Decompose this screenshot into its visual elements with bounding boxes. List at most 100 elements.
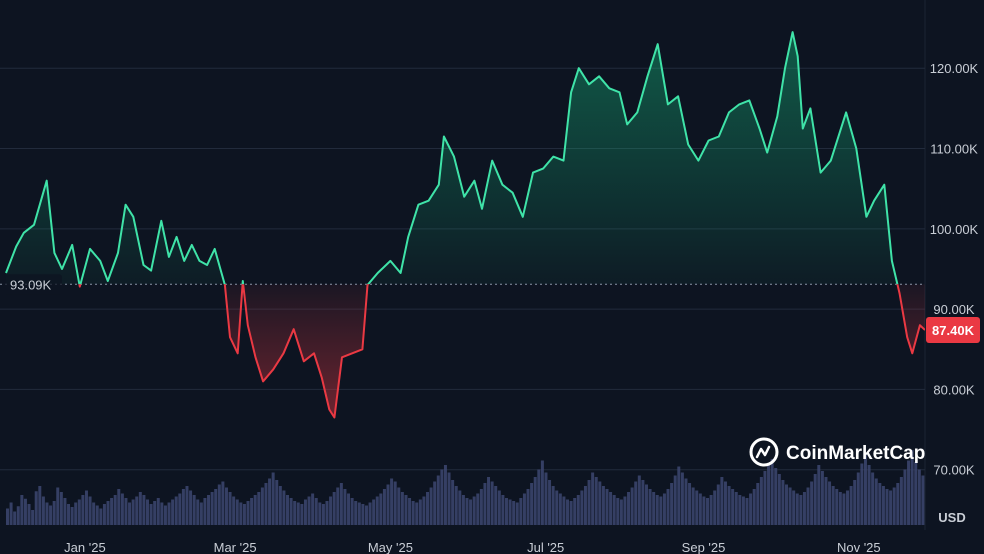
volume-bar: [601, 486, 605, 525]
volume-bar: [31, 510, 35, 525]
volume-bar: [408, 498, 412, 525]
volume-bar: [745, 498, 749, 525]
volume-bar: [375, 496, 379, 525]
volume-bar: [146, 499, 149, 525]
volume-bar: [914, 462, 918, 525]
volume-bar: [67, 504, 71, 525]
volume-bar: [49, 505, 53, 525]
volume-bar: [863, 453, 867, 525]
volume-bar: [853, 480, 857, 525]
volume-bar: [842, 493, 846, 525]
x-tick-label: Sep '25: [682, 540, 726, 554]
volume-bar: [386, 484, 390, 525]
baseline-label: 93.09K: [10, 277, 52, 292]
volume-bar: [846, 490, 850, 525]
volume-bar: [706, 498, 710, 525]
volume-bar: [476, 493, 480, 525]
volume-bar: [142, 495, 146, 525]
volume-bar: [372, 499, 376, 525]
volume-bar: [910, 450, 914, 525]
volume-bar: [727, 486, 731, 525]
volume-bar: [483, 483, 487, 525]
volume-bar: [806, 487, 810, 525]
volume-bar: [443, 465, 447, 525]
volume-bar: [135, 496, 139, 525]
volume-bar: [627, 492, 631, 525]
volume-bar: [314, 498, 318, 525]
volume-bar: [497, 490, 501, 525]
volume-bar: [59, 492, 63, 525]
volume-bar: [81, 495, 85, 525]
volume-bar: [802, 492, 806, 525]
volume-bar: [368, 502, 372, 525]
volume-bar: [691, 487, 695, 525]
volume-bar: [13, 511, 17, 525]
volume-bar: [361, 504, 365, 525]
coinmarketcap-logo: CoinMarketCap: [749, 437, 925, 467]
volume-bar: [429, 487, 433, 525]
y-tick-label: 80.00K: [933, 382, 975, 397]
volume-bar: [548, 480, 552, 525]
volume-bar: [415, 502, 419, 525]
volume-bar: [856, 472, 860, 525]
volume-bar: [77, 499, 81, 525]
volume-bar: [178, 493, 182, 525]
y-tick-label: 70.00K: [933, 463, 975, 478]
volume-bar: [454, 486, 458, 525]
volume-bar: [652, 492, 656, 525]
volume-bar: [881, 486, 885, 525]
volume-bar: [214, 489, 218, 525]
volume-bar: [684, 478, 688, 525]
volume-bar: [670, 483, 674, 525]
volume-bar: [461, 495, 465, 525]
volume-bar: [458, 490, 462, 525]
price-area: [6, 32, 925, 418]
volume-bar: [9, 502, 13, 525]
volume-bar: [102, 504, 106, 525]
volume-bar: [763, 471, 767, 525]
y-tick-label: 120.00K: [930, 61, 979, 76]
baseline-tag: 93.09K: [4, 274, 62, 295]
volume-bar: [741, 496, 745, 525]
volume-bar: [329, 496, 333, 525]
volume-bar: [677, 466, 681, 525]
volume-bar: [160, 502, 164, 525]
x-axis: Jan '25 Mar '25 May '25 Jul '25 Sep '25 Nov '…: [64, 540, 880, 554]
volume-bar: [623, 496, 627, 525]
volume-bar: [698, 493, 702, 525]
volume-bar: [264, 483, 268, 525]
volume-bar: [192, 495, 196, 525]
volume-bar: [609, 492, 613, 525]
volume-bar: [228, 492, 232, 525]
volume-bar: [799, 495, 803, 525]
volume-bar: [181, 489, 185, 525]
volume-bar: [612, 495, 616, 525]
y-unit-label: USD: [938, 510, 965, 525]
volume-bar: [217, 484, 221, 525]
volume-bar: [860, 463, 864, 525]
volume-bar: [235, 499, 239, 525]
volume-bar: [185, 486, 189, 525]
volume-bar: [892, 487, 896, 525]
volume-bar: [644, 484, 648, 525]
volume-bar: [278, 486, 282, 525]
volume-bar: [824, 477, 828, 525]
volume-bar: [433, 481, 437, 525]
volume-bar: [260, 487, 264, 525]
volume-bar: [88, 496, 92, 525]
volume-bar: [199, 502, 203, 525]
last-price-label: 87.40K: [932, 323, 975, 338]
volume-bar: [74, 502, 78, 525]
volume-bar: [390, 478, 394, 525]
volume-bar: [23, 498, 27, 525]
last-price-tag: 87.40K: [926, 316, 980, 343]
volume-bar: [336, 487, 340, 525]
volume-bar: [307, 496, 311, 525]
volume-bar: [630, 487, 634, 525]
volume-bar: [921, 475, 925, 525]
volume-bar: [795, 493, 799, 525]
volume-bar: [831, 486, 835, 525]
volume-bar: [508, 499, 512, 525]
volume-bar: [56, 487, 60, 525]
